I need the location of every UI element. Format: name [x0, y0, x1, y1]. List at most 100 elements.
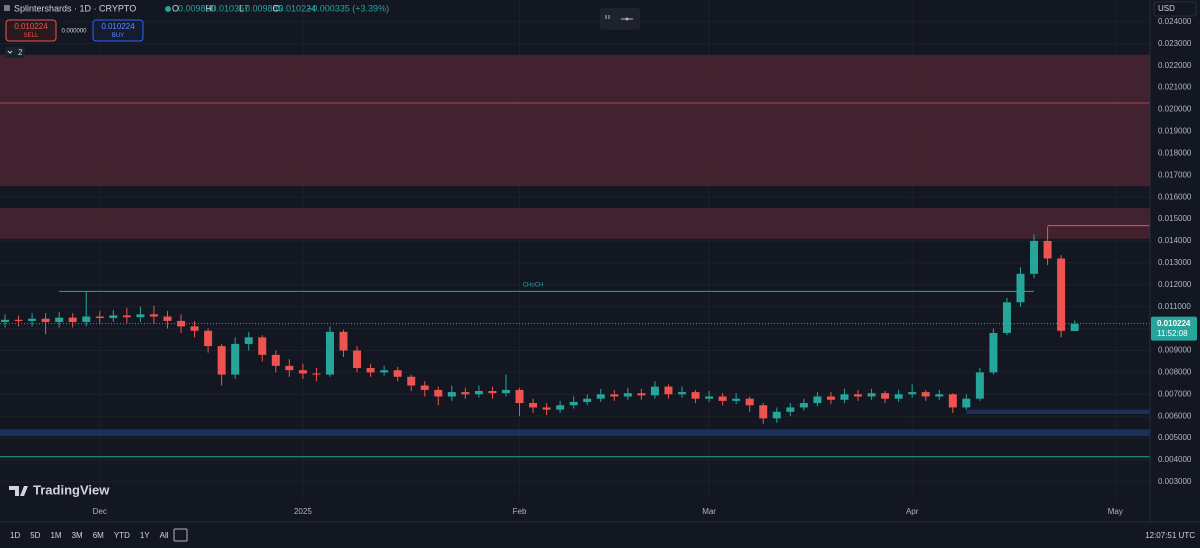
- timeframe-button[interactable]: 6M: [93, 531, 104, 540]
- candle-body: [41, 318, 50, 323]
- currency[interactable]: USD: [1158, 4, 1175, 13]
- candle-body: [339, 331, 348, 351]
- change: +0.000335 (+3.39%): [307, 3, 389, 13]
- candle-body: [501, 389, 510, 394]
- candle-body: [231, 343, 240, 375]
- candle-body: [948, 394, 957, 408]
- y-tick-label: 0.012000: [1158, 280, 1192, 289]
- y-tick-label: 0.008000: [1158, 367, 1192, 376]
- candle-body: [474, 391, 483, 395]
- indicators-toggle[interactable]: [5, 47, 25, 58]
- zone: [0, 54, 1150, 187]
- candle-body: [772, 411, 781, 419]
- candle-body: [434, 389, 443, 397]
- y-tick-label: 0.018000: [1158, 148, 1192, 157]
- candle-body: [298, 370, 307, 374]
- buy-button[interactable]: [92, 19, 144, 42]
- zone: [0, 208, 1150, 239]
- candle-body: [705, 396, 714, 399]
- ohlc-key: O: [172, 3, 179, 13]
- candle-body: [732, 398, 741, 401]
- timeframe-button[interactable]: All: [160, 531, 169, 540]
- candle-body: [569, 401, 578, 406]
- countdown: 11:52:08: [1157, 329, 1188, 338]
- timeframe-button[interactable]: 1M: [50, 531, 61, 540]
- candle-body: [109, 315, 118, 319]
- y-tick-label: 0.020000: [1158, 105, 1192, 114]
- y-tick-label: 0.016000: [1158, 192, 1192, 201]
- brand: TradingView: [33, 482, 110, 497]
- chevron: [7, 50, 13, 54]
- spread: 0.000000: [61, 29, 87, 35]
- y-tick-label: 0.009000: [1158, 346, 1192, 355]
- timeframe-button[interactable]: 3M: [72, 531, 83, 540]
- currency-box[interactable]: [1153, 1, 1197, 17]
- date-range-icon[interactable]: [173, 528, 188, 542]
- sell-label[interactable]: SELL: [24, 33, 39, 39]
- indicators-count[interactable]: 2: [18, 48, 23, 57]
- candle-body: [217, 346, 226, 375]
- buy-label[interactable]: BUY: [112, 33, 124, 39]
- candle-body: [122, 315, 131, 318]
- timeframe-button[interactable]: 1Y: [140, 531, 150, 540]
- candle-body: [745, 398, 754, 406]
- y-tick-label: 0.017000: [1158, 170, 1192, 179]
- sell-button[interactable]: [5, 19, 57, 42]
- candle-body: [136, 314, 145, 318]
- y-tick-label: 0.024000: [1158, 17, 1192, 26]
- candle-body: [826, 396, 835, 400]
- y-tick-label: 0.022000: [1158, 61, 1192, 70]
- x-tick-label: Dec: [93, 507, 107, 516]
- candle-body: [204, 330, 213, 347]
- ohlc-key: C: [273, 3, 280, 13]
- candle-body: [759, 405, 768, 419]
- brand-logo: [9, 486, 28, 496]
- candle-body: [312, 373, 321, 375]
- candle-body: [935, 394, 944, 397]
- candle-body: [881, 393, 890, 399]
- symbol[interactable]: Splintershards · 1D · CRYPTO: [14, 3, 136, 13]
- candle-body: [55, 317, 64, 323]
- candle-body: [149, 314, 158, 317]
- zone: [0, 429, 1150, 436]
- sell-price[interactable]: 0.010224: [14, 22, 48, 31]
- candle-body: [380, 370, 389, 373]
- candle-body: [82, 316, 91, 323]
- ohlc-key: L: [239, 3, 244, 13]
- candle-body: [583, 398, 592, 402]
- candle-body: [718, 396, 727, 401]
- drawing-toolbar[interactable]: [600, 8, 640, 30]
- candle-body: [366, 368, 375, 373]
- candle-body: [1, 319, 9, 323]
- candle-body: [1070, 323, 1079, 331]
- timeframe-button[interactable]: 1D: [10, 531, 20, 540]
- candle-body: [285, 365, 294, 371]
- ohlc-value: 0.010367: [212, 3, 250, 13]
- zone: [966, 409, 1150, 415]
- candle-body: [799, 403, 808, 408]
- candle-body: [556, 405, 565, 410]
- y-tick-label: 0.005000: [1158, 433, 1192, 442]
- candle-body: [596, 394, 605, 399]
- candle-body: [393, 370, 402, 377]
- ohlc-value: 0.010224: [279, 3, 317, 13]
- timeframe-button[interactable]: 5D: [30, 531, 40, 540]
- candle-body: [813, 396, 822, 404]
- candle-body: [637, 393, 646, 396]
- candle-body: [244, 337, 253, 344]
- y-tick-label: 0.015000: [1158, 214, 1192, 223]
- y-tick-label: 0.013000: [1158, 258, 1192, 267]
- timeframe-button[interactable]: YTD: [114, 531, 130, 540]
- candle-body: [610, 394, 619, 397]
- candle-body: [975, 372, 984, 399]
- symbol-icon: [4, 5, 10, 11]
- x-tick-label: 2025: [294, 507, 312, 516]
- buy-price[interactable]: 0.010224: [101, 22, 135, 31]
- candle-body: [258, 337, 267, 355]
- candle-body: [190, 326, 199, 331]
- annotation: CHoCH: [523, 282, 544, 288]
- candle-body: [1057, 258, 1066, 331]
- last-price-badge: [1151, 316, 1197, 341]
- candle-body: [867, 393, 876, 397]
